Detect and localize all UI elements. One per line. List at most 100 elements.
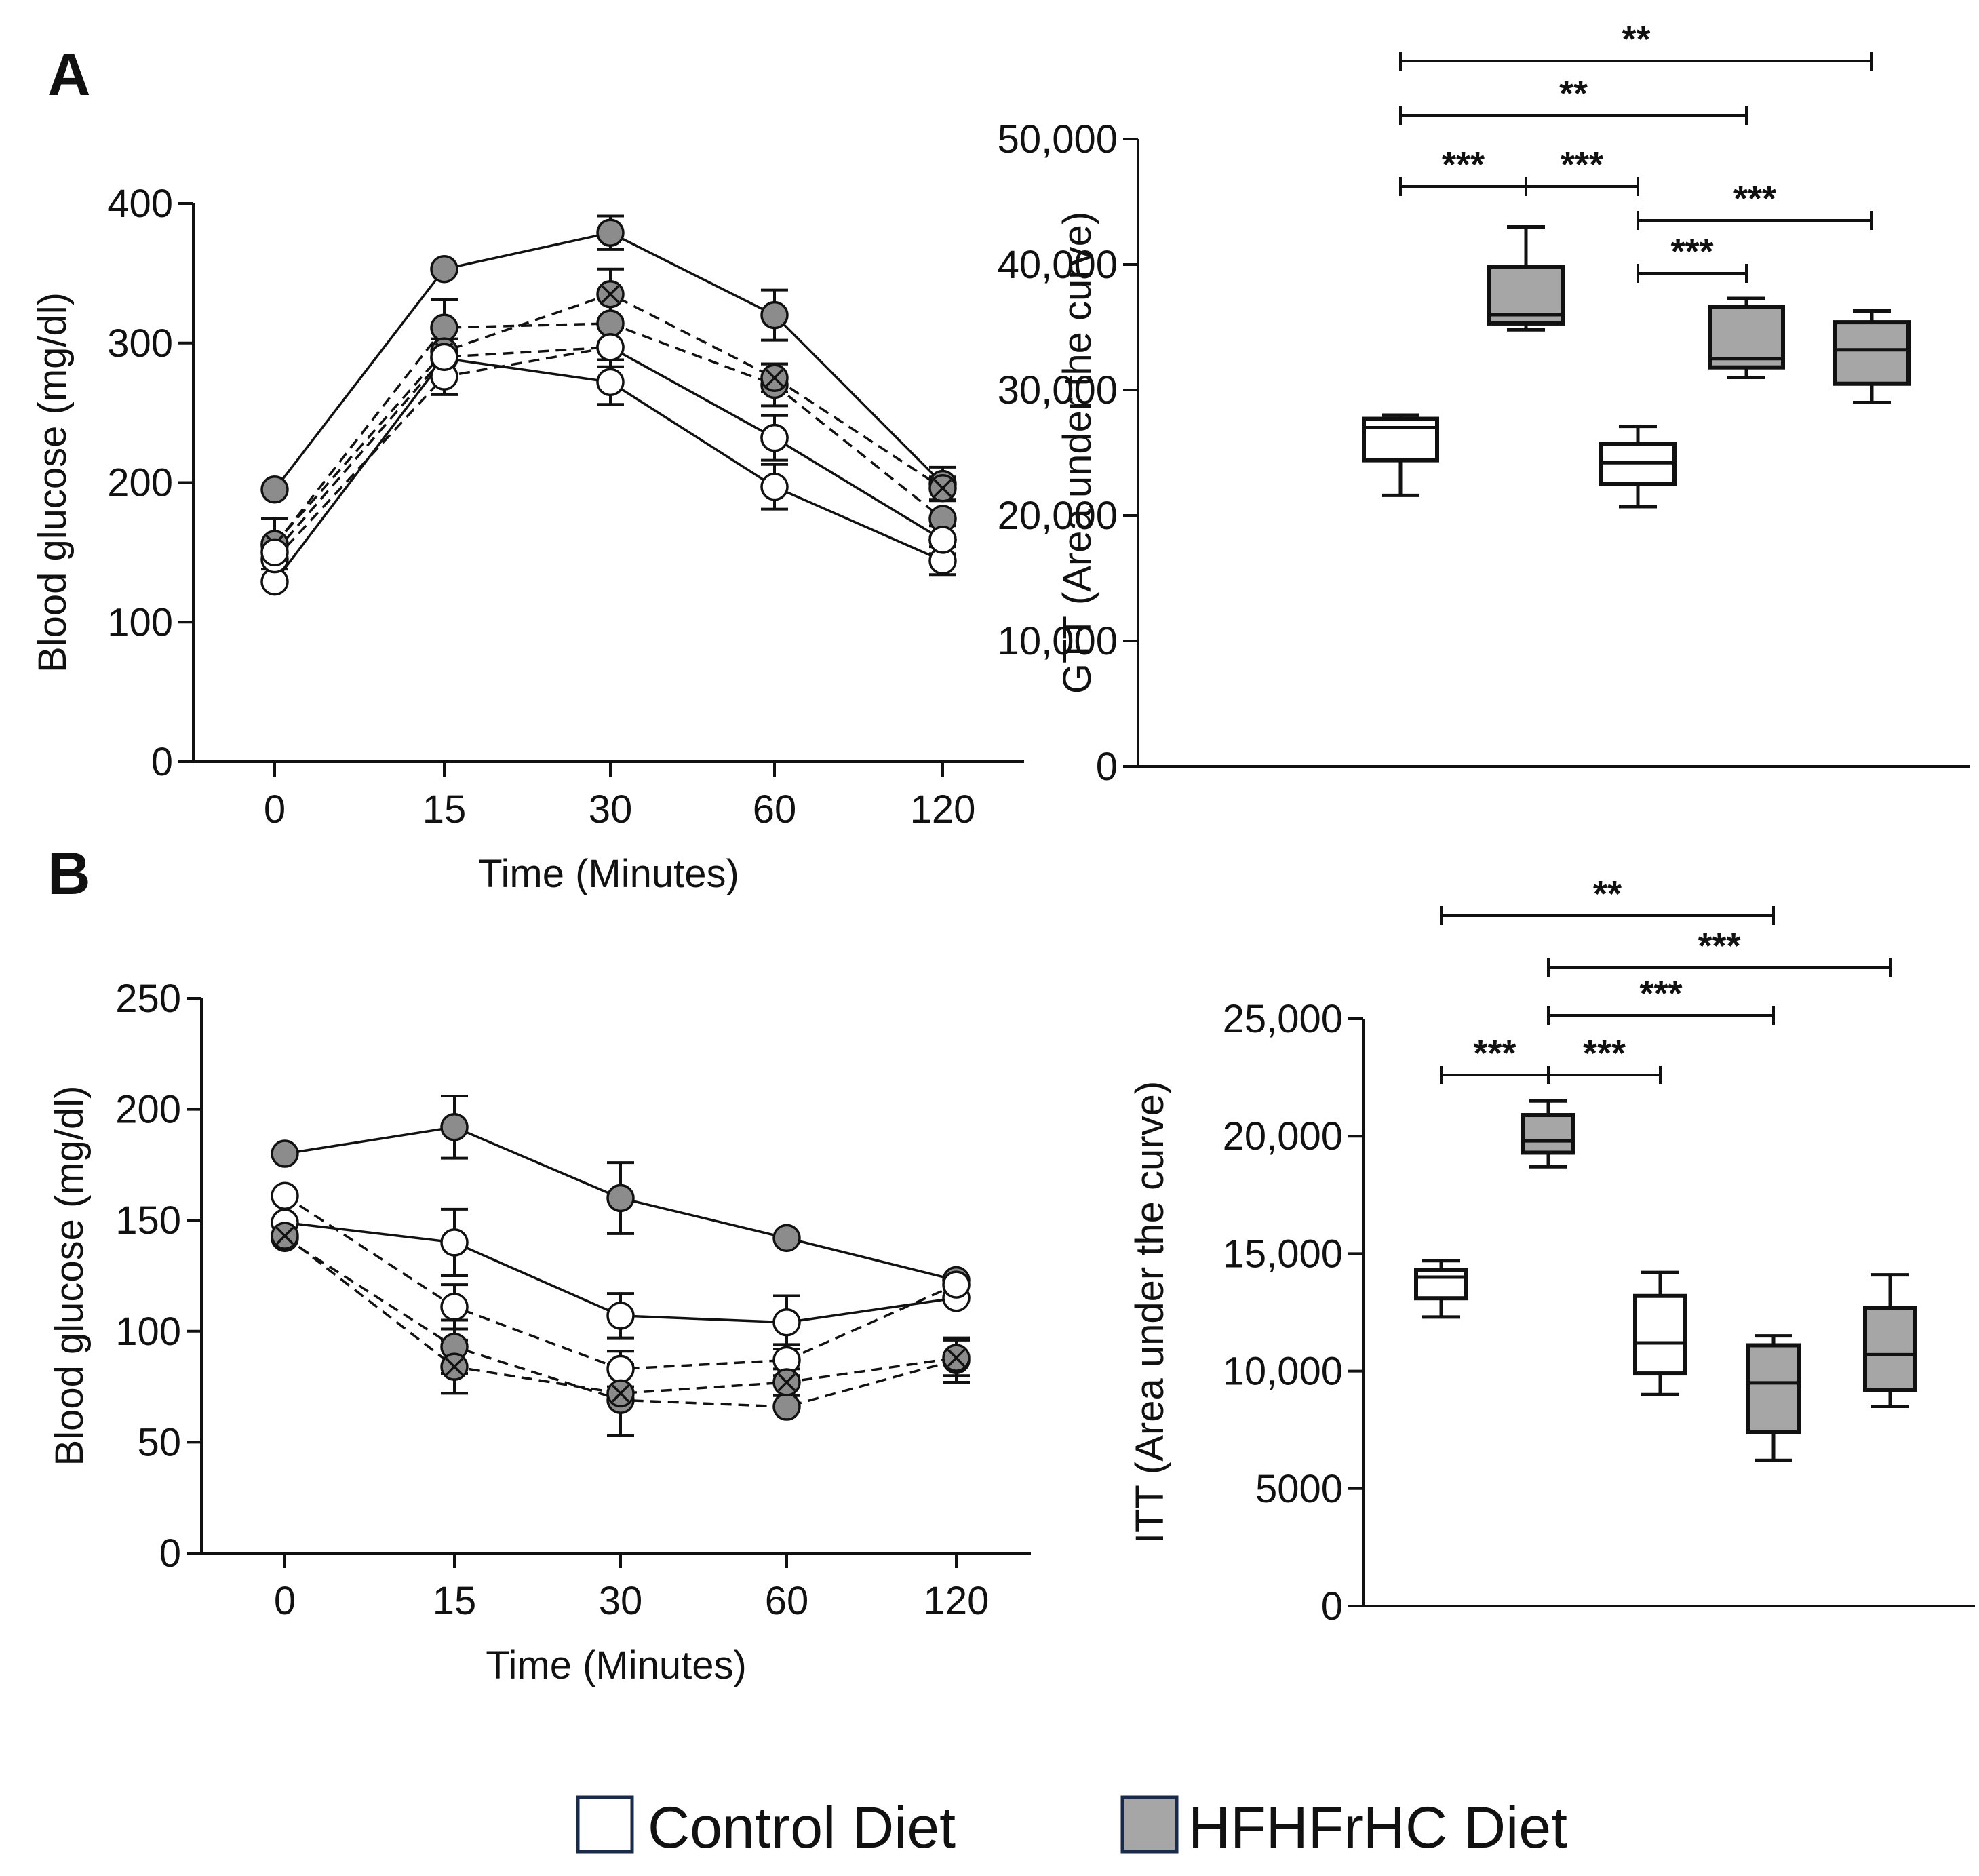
data-point xyxy=(760,472,789,501)
y-axis-title: Blood glucose (mg/dl) xyxy=(31,292,75,673)
data-point-cross xyxy=(601,285,620,303)
y-tick-label: 20,000 xyxy=(998,494,1118,538)
y-tick-label: 0 xyxy=(151,740,173,784)
significance-label: ** xyxy=(1593,874,1622,914)
y-tick-label: 200 xyxy=(107,461,173,505)
significance-label: *** xyxy=(1561,144,1603,185)
significance-label: *** xyxy=(1442,144,1485,185)
y-tick-label: 10,000 xyxy=(1223,1350,1343,1394)
y-tick-label: 25,000 xyxy=(1223,997,1343,1041)
x-tick-label: 15 xyxy=(423,787,467,832)
data-point-cross xyxy=(445,1357,464,1376)
data-point xyxy=(271,1181,299,1210)
y-tick-label: 200 xyxy=(115,1088,181,1132)
box xyxy=(1863,1306,1917,1392)
y-tick-label: 10,000 xyxy=(998,619,1118,663)
x-tick-label: 0 xyxy=(274,1579,296,1623)
data-point-cross xyxy=(611,1384,630,1403)
legend-label-control: Control Diet xyxy=(648,1795,956,1860)
significance-label: *** xyxy=(1583,1033,1626,1074)
data-point-cross xyxy=(947,1348,966,1367)
data-point xyxy=(430,313,458,342)
y-tick-label: 0 xyxy=(1321,1584,1343,1628)
box xyxy=(1633,1293,1687,1376)
data-point xyxy=(760,423,789,452)
itt-box-plot: 0 5000 10,000 15,000 20,000 25,000 ITT (Area u… xyxy=(1128,874,1975,1628)
series-line xyxy=(283,1234,957,1395)
data-point xyxy=(760,300,789,330)
panel-a-label: A xyxy=(47,41,91,108)
legend: Control Diet HFHFrHC Diet xyxy=(576,1795,1567,1860)
panel-b-label: B xyxy=(47,840,91,907)
y-axis-title: ITT (Area under the curve) xyxy=(1128,1081,1172,1544)
y-tick-label: 400 xyxy=(107,182,173,226)
x-tick-label: 15 xyxy=(433,1579,477,1623)
x-tick-label: 60 xyxy=(765,1579,809,1623)
x-tick-label: 120 xyxy=(924,1579,990,1623)
data-point xyxy=(596,333,625,361)
data-point xyxy=(772,1224,801,1253)
data-point xyxy=(260,475,289,504)
data-point xyxy=(596,368,625,397)
x-axis-title: Time (Minutes) xyxy=(486,1643,747,1687)
data-point-cross xyxy=(765,368,784,387)
y-tick-label: 300 xyxy=(107,321,173,366)
significance-label: *** xyxy=(1733,178,1776,219)
y-tick-label: 15,000 xyxy=(1223,1232,1343,1276)
gtt-box-plot: 0 10,000 20,000 30,000 40,000 50,000 GTT (Area… xyxy=(998,19,1970,789)
gtt-line-chart: 0 100 200 300 400 0 15 30 60 120 Time (Minutes) Blo… xyxy=(31,182,1024,896)
y-tick-label: 50,000 xyxy=(998,117,1118,161)
data-point xyxy=(928,526,957,554)
data-point xyxy=(772,1308,801,1337)
data-point-cross xyxy=(933,479,952,497)
x-tick-label: 60 xyxy=(753,787,797,832)
data-point xyxy=(440,1113,469,1141)
y-tick-label: 5000 xyxy=(1255,1467,1343,1511)
y-tick-label: 20,000 xyxy=(1223,1114,1343,1158)
data-point xyxy=(440,1228,469,1257)
box xyxy=(1521,1113,1575,1155)
y-tick-label: 0 xyxy=(1096,745,1118,789)
data-point xyxy=(440,1293,469,1321)
data-point xyxy=(942,1270,971,1299)
significance-label: *** xyxy=(1639,973,1682,1014)
data-point xyxy=(772,1392,801,1421)
data-point xyxy=(596,309,625,338)
significance-label: ** xyxy=(1622,19,1650,60)
y-tick-label: 100 xyxy=(115,1310,181,1354)
data-point xyxy=(606,1354,635,1384)
y-tick-label: 30,000 xyxy=(998,368,1118,412)
itt-line-chart: 0 50 100 150 200 250 0 15 30 60 120 Time (Minutes) B… xyxy=(47,977,1031,1687)
significance-label: *** xyxy=(1670,231,1713,272)
y-tick-label: 250 xyxy=(115,977,181,1021)
legend-swatch-control xyxy=(576,1795,634,1854)
data-point-cross xyxy=(275,1226,294,1245)
significance-label: *** xyxy=(1473,1033,1516,1074)
box xyxy=(1746,1343,1801,1434)
significance-label: ** xyxy=(1559,73,1588,114)
y-axis-title: Blood glucose (mg/dl) xyxy=(47,1086,92,1466)
data-point xyxy=(606,1302,635,1330)
legend-swatch-hfhfrhc xyxy=(1120,1795,1179,1854)
data-point xyxy=(430,254,458,284)
y-tick-label: 0 xyxy=(159,1531,181,1576)
x-axis-title: Time (Minutes) xyxy=(478,852,739,896)
y-tick-label: 40,000 xyxy=(998,243,1118,287)
data-point xyxy=(596,218,625,247)
box xyxy=(1833,320,1911,386)
box xyxy=(1362,416,1439,463)
significance-label: *** xyxy=(1698,926,1740,966)
legend-label-hfhfrhc: HFHFrHC Diet xyxy=(1188,1795,1567,1860)
y-tick-label: 100 xyxy=(107,600,173,644)
box xyxy=(1414,1268,1468,1301)
data-point xyxy=(606,1184,635,1213)
data-point xyxy=(260,538,289,567)
y-axis-title: GTT (Area under the curve) xyxy=(1055,212,1099,694)
x-tick-label: 0 xyxy=(264,787,286,832)
y-tick-label: 50 xyxy=(137,1420,181,1464)
data-point-cross xyxy=(777,1373,796,1392)
x-tick-label: 120 xyxy=(910,787,976,832)
data-point xyxy=(271,1139,299,1168)
data-point xyxy=(430,343,458,372)
